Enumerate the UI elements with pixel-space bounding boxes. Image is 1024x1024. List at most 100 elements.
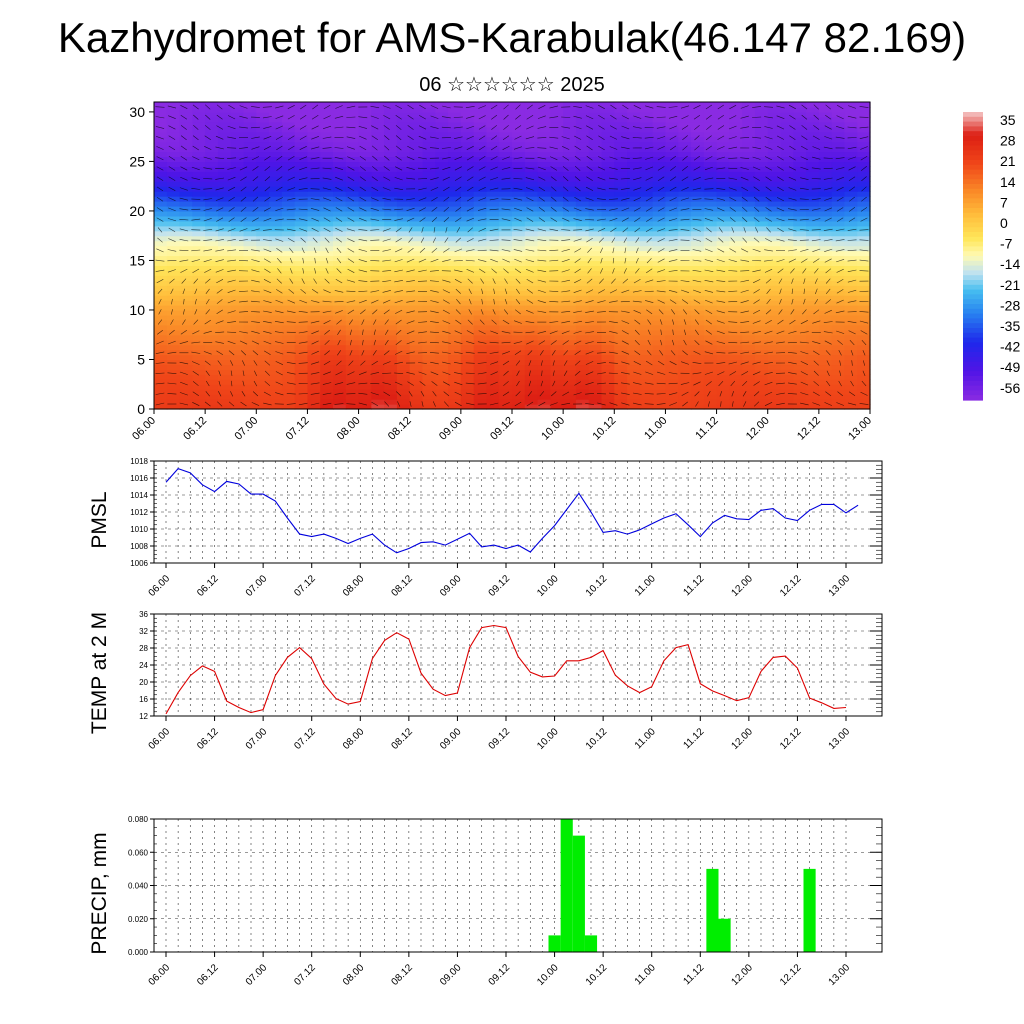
heatmap-cell (742, 230, 756, 237)
heatmap-cell (409, 156, 424, 163)
wind-vector (791, 288, 794, 295)
wind-vector (633, 115, 642, 119)
heatmap-cell (588, 176, 603, 182)
heatmap-cell (345, 146, 360, 153)
heatmap-cell (818, 280, 833, 286)
wind-vector (789, 319, 796, 325)
heatmap-cell (691, 364, 705, 370)
heatmap-cell (281, 161, 296, 167)
wind-vector (585, 228, 594, 232)
heatmap-cell (614, 359, 628, 366)
wind-vector (646, 350, 652, 356)
heatmap-cell (716, 161, 730, 167)
wind-vector (395, 309, 403, 314)
heatmap-cell (486, 111, 500, 118)
heatmap-cell (639, 305, 654, 311)
heatmap-cell (243, 161, 257, 167)
heatmap-cell (601, 309, 615, 316)
wind-vector (373, 339, 376, 346)
wind-vector (407, 125, 414, 130)
wind-vector (765, 217, 772, 222)
heatmap-cell (716, 379, 730, 385)
heatmap-cell (793, 230, 807, 237)
heatmap-cell (473, 106, 488, 113)
heatmap-cell (729, 285, 743, 291)
heatmap-cell (307, 156, 321, 163)
wind-vector (694, 309, 700, 315)
wind-vector (526, 278, 534, 284)
heatmap-cell (435, 305, 449, 311)
wind-vector (263, 136, 272, 140)
heatmap-cell (460, 334, 475, 341)
heatmap-cell (806, 394, 820, 400)
wind-vector (800, 177, 809, 180)
wind-vector (501, 249, 511, 252)
wind-vector (407, 104, 414, 110)
wind-vector (182, 319, 186, 325)
heatmap-cell (486, 161, 500, 167)
heatmap-cell (486, 121, 500, 128)
wind-vector (527, 350, 533, 356)
heatmap-cell (793, 369, 807, 375)
heatmap-cell (307, 280, 321, 286)
heatmap-cell (678, 250, 692, 257)
heatmap-cell (243, 201, 257, 207)
heatmap-cell (422, 329, 436, 336)
heatmap-cell (422, 111, 436, 118)
heatmap-cell (844, 141, 858, 148)
wind-vector (503, 114, 509, 120)
heatmap-cell (230, 394, 245, 400)
heatmap-cell (217, 265, 232, 271)
heatmap-cell (537, 176, 551, 182)
wind-vector (358, 116, 368, 119)
heatmap-cell (320, 111, 334, 118)
heatmap-cell (281, 210, 296, 217)
wind-vector (347, 238, 355, 243)
heatmap-cell (627, 225, 641, 232)
wind-vector (251, 156, 260, 161)
wind-vector (848, 176, 856, 181)
heatmap-cell (652, 196, 667, 202)
heatmap-cell (435, 314, 449, 321)
wind-vector (670, 155, 676, 161)
heatmap-cell (793, 404, 807, 410)
heatmap-cell (179, 191, 193, 197)
heatmap-cell (550, 394, 564, 400)
heatmap-cell (269, 225, 283, 232)
heatmap-cell (537, 300, 551, 306)
heatmap-cell (831, 136, 846, 143)
wind-vector (537, 115, 546, 119)
heatmap-cell (281, 290, 296, 296)
wind-vector (598, 156, 605, 161)
wind-vector (216, 279, 224, 284)
heatmap-cell (614, 319, 628, 326)
heatmap-cell (154, 151, 168, 158)
heatmap-cell (818, 314, 833, 321)
heatmap-cell (691, 354, 705, 361)
wind-vector (443, 196, 450, 202)
heatmap-cell (409, 181, 424, 187)
heatmap-cell (396, 369, 411, 375)
heatmap-cell (550, 280, 564, 286)
heatmap-cell (345, 260, 360, 266)
wind-vector (825, 278, 831, 284)
heatmap-cell (345, 106, 360, 113)
heatmap-cell (524, 404, 539, 410)
heatmap-cell (601, 275, 615, 281)
heatmap-cell (435, 319, 449, 326)
wind-vector (621, 217, 629, 222)
heatmap-cell (601, 220, 615, 227)
heatmap-cell (601, 171, 615, 177)
heatmap-cell (396, 186, 411, 192)
heatmap-cell (448, 305, 462, 311)
wind-vector (251, 228, 260, 232)
heatmap-cell (217, 220, 232, 227)
wind-vector (227, 259, 237, 262)
heatmap-cell (396, 181, 411, 187)
heatmap-cell (639, 225, 654, 232)
wind-vector (429, 352, 439, 354)
wind-vector (813, 258, 820, 263)
heatmap-cell (575, 220, 590, 227)
heatmap-cell (678, 394, 692, 400)
heatmap-cell (281, 131, 296, 138)
